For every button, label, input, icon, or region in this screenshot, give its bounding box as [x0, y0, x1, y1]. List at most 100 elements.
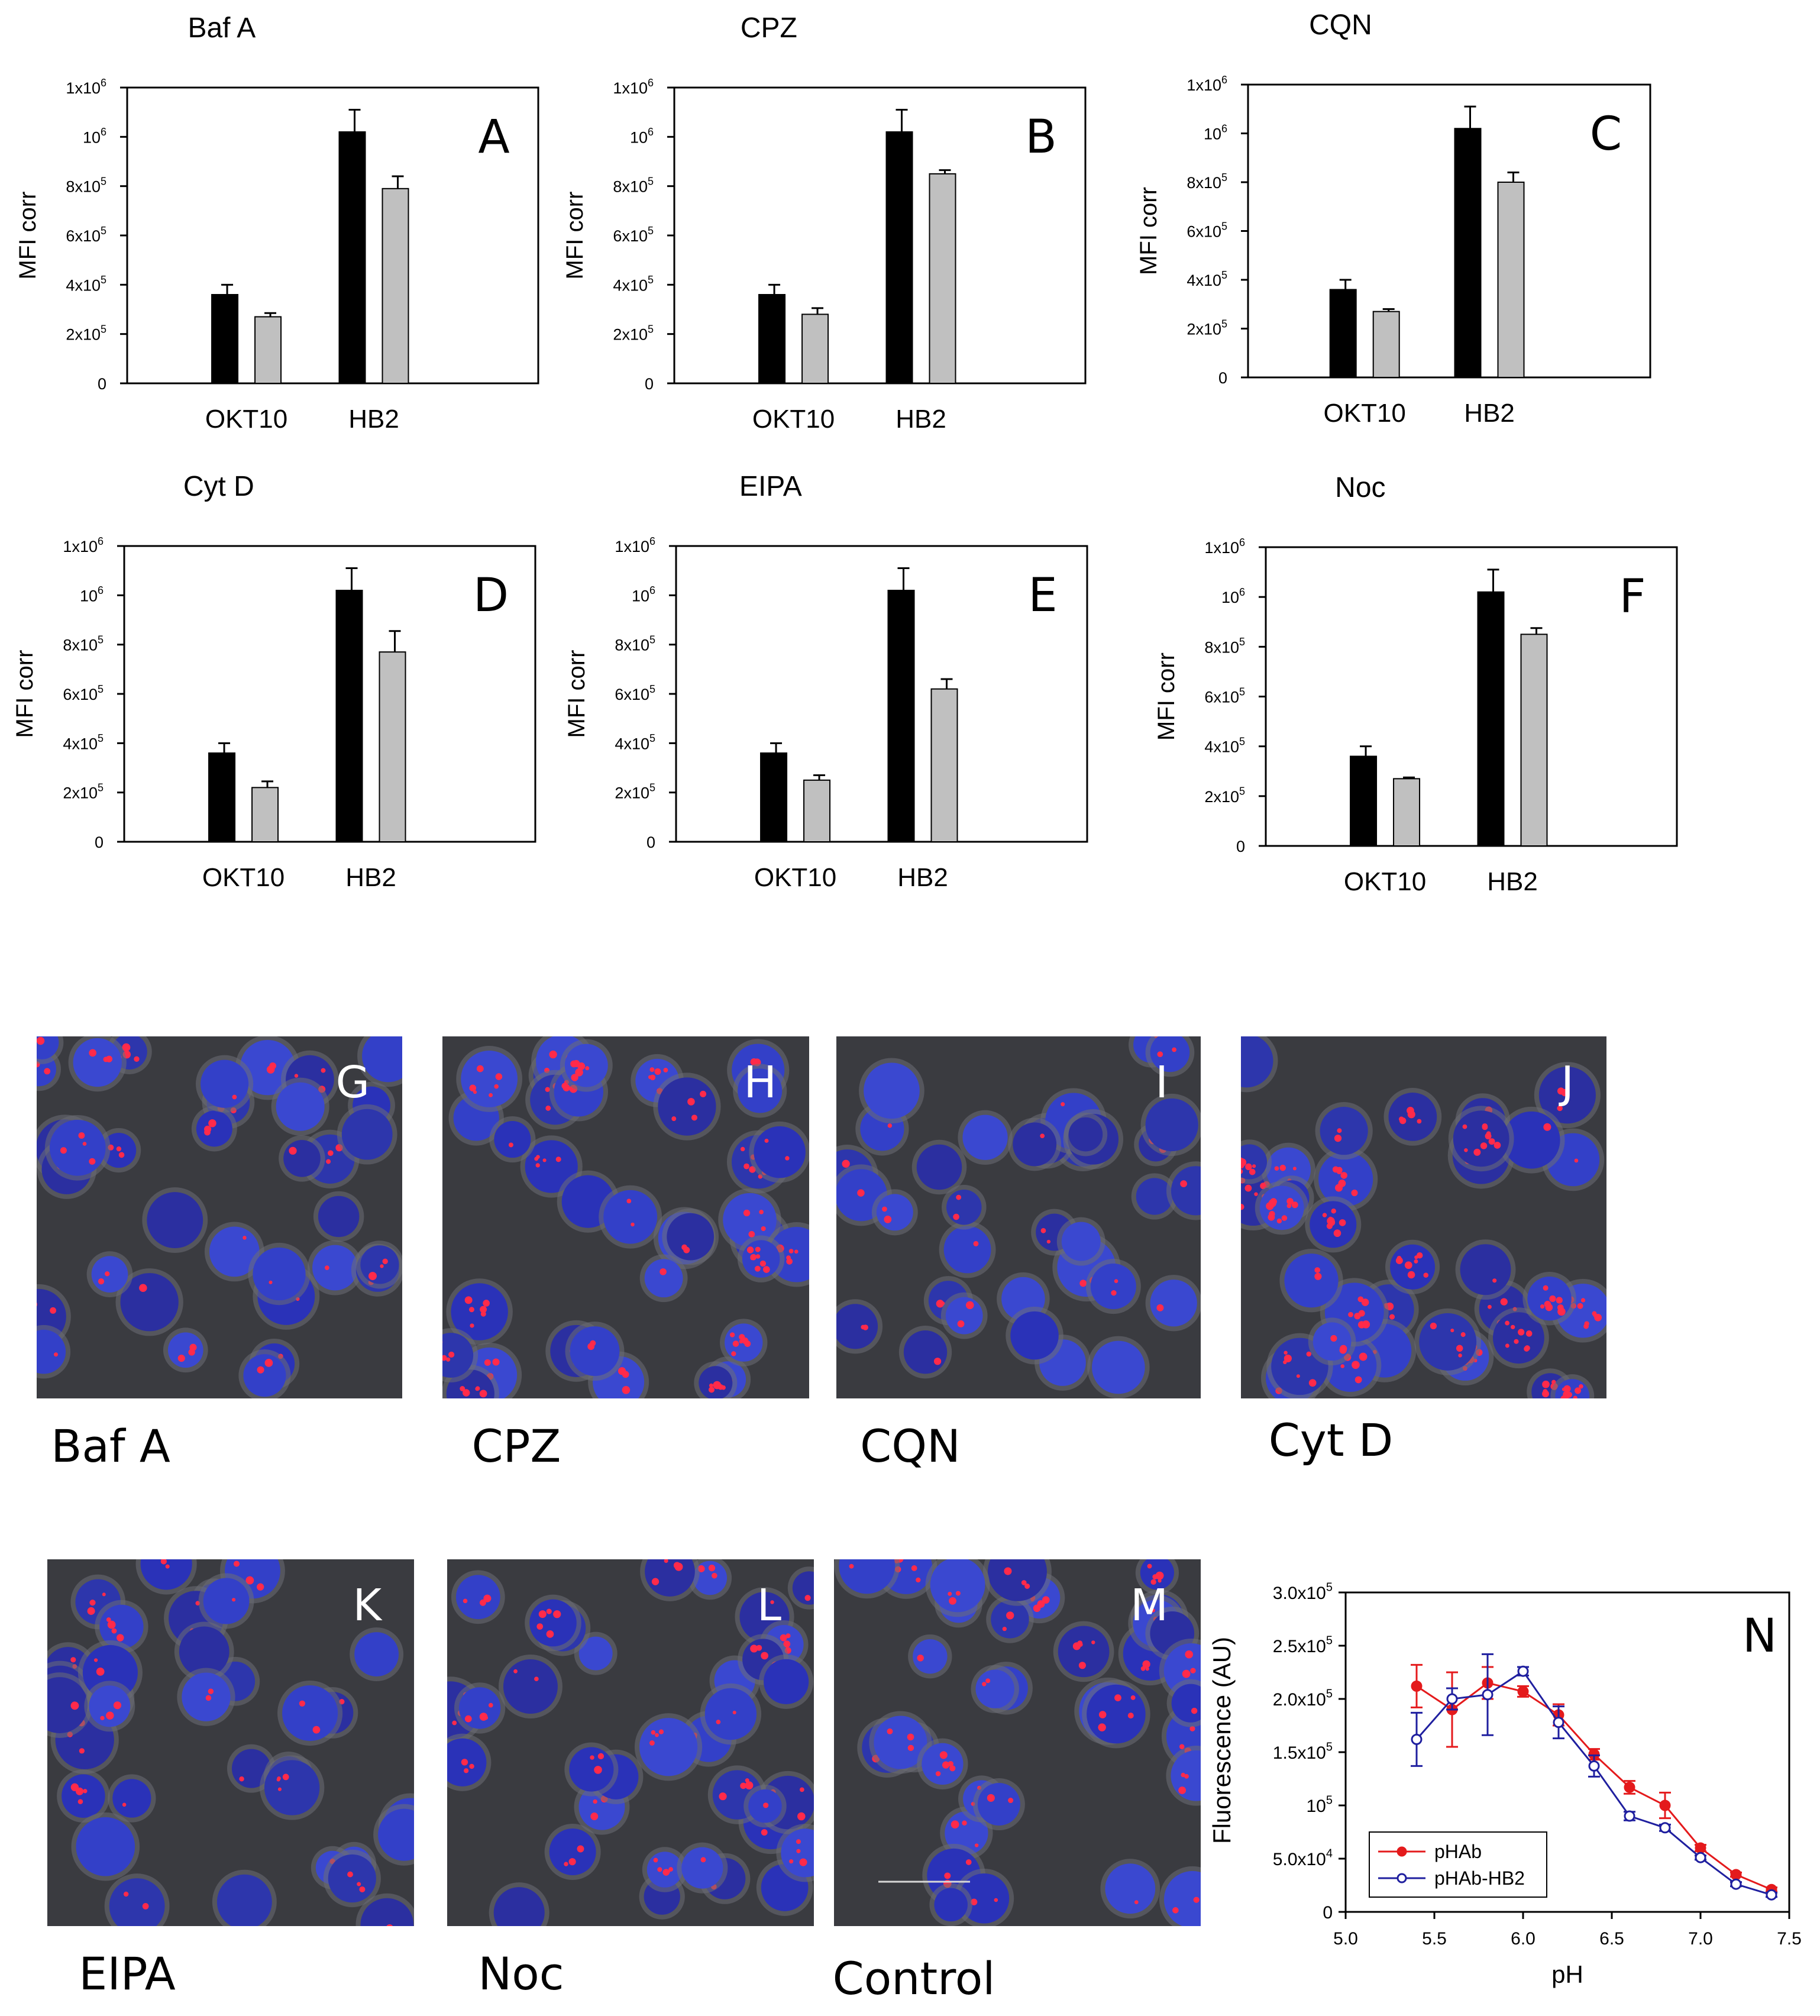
red-fluorescent-spot	[743, 1163, 750, 1169]
red-fluorescent-spot	[1352, 1361, 1360, 1369]
red-fluorescent-spot	[857, 1189, 865, 1197]
red-fluorescent-spot	[666, 1870, 670, 1874]
legend-label: pHAb	[1434, 1841, 1482, 1862]
red-fluorescent-spot	[799, 1858, 807, 1866]
bar-okt10-control	[208, 752, 236, 842]
data-point-phab	[1624, 1781, 1635, 1793]
red-fluorescent-spot	[754, 1265, 761, 1272]
y-tick-label: 1x106	[1204, 537, 1245, 557]
red-fluorescent-spot	[545, 1105, 551, 1111]
red-fluorescent-spot	[1494, 1142, 1501, 1149]
cell-nucleus	[644, 1259, 683, 1298]
cell-nucleus	[1010, 1311, 1059, 1360]
red-fluorescent-spot	[1398, 1116, 1404, 1122]
red-fluorescent-spot	[37, 1036, 45, 1045]
y-tick-label-base: 1x10	[615, 538, 649, 555]
cell-nucleus	[73, 1038, 122, 1087]
red-fluorescent-spot	[96, 1668, 105, 1676]
cell-nucleus	[49, 1119, 106, 1176]
y-tick-label-exp: 5	[1239, 636, 1245, 648]
cell-nucleus	[1390, 1244, 1436, 1290]
red-fluorescent-spot	[655, 1733, 659, 1737]
y-tick-label-exp: 5	[1239, 736, 1245, 748]
panel-letter: N	[1743, 1610, 1777, 1663]
cell-nucleus	[525, 1140, 578, 1193]
red-fluorescent-spot	[1291, 1201, 1298, 1209]
cell-nucleus	[723, 1193, 777, 1247]
red-fluorescent-spot	[1464, 1148, 1468, 1152]
red-fluorescent-spot	[1407, 1107, 1414, 1114]
y-tick-label-exp: 5	[648, 225, 654, 237]
y-tick-label: 106	[80, 584, 104, 605]
cell-nucleus	[494, 1121, 531, 1158]
red-fluorescent-spot	[626, 1198, 632, 1204]
red-fluorescent-spot	[800, 1787, 804, 1792]
cell-nucleus	[458, 1687, 501, 1729]
panel-title: Baf A	[188, 12, 256, 44]
red-fluorescent-spot	[1040, 1133, 1045, 1139]
cell-nucleus	[1171, 1166, 1201, 1216]
y-tick-label-exp: 5	[1221, 318, 1227, 329]
red-fluorescent-spot	[1362, 1320, 1370, 1329]
red-fluorescent-spot	[1540, 1304, 1545, 1309]
category-label: OKT10	[752, 405, 835, 434]
red-fluorescent-spot	[494, 1084, 499, 1089]
red-fluorescent-spot	[122, 1802, 127, 1807]
red-fluorescent-spot	[631, 1222, 635, 1227]
red-fluorescent-spot	[448, 1351, 455, 1358]
cell-nucleus	[451, 1283, 508, 1340]
micrograph-caption: Noc	[478, 1947, 564, 2000]
red-fluorescent-spot	[1407, 1271, 1415, 1279]
y-tick-label: 2.5x105	[1273, 1634, 1333, 1657]
red-fluorescent-spot	[1339, 1346, 1347, 1354]
red-fluorescent-spot	[1543, 1123, 1551, 1131]
red-fluorescent-spot	[1079, 1280, 1087, 1287]
red-fluorescent-spot	[917, 1655, 924, 1662]
red-fluorescent-spot	[789, 1859, 794, 1864]
red-fluorescent-spot	[70, 1657, 76, 1663]
cell-nucleus	[764, 1659, 809, 1704]
red-fluorescent-spot	[842, 1159, 850, 1168]
y-axis-label: MFI corr	[562, 192, 588, 280]
bar-hb2-control	[1477, 591, 1505, 847]
red-fluorescent-spot	[1450, 1329, 1454, 1333]
panel-title: Noc	[1335, 472, 1385, 503]
y-tick-label: 2x105	[615, 782, 655, 802]
red-fluorescent-spot	[1151, 1608, 1155, 1613]
y-tick-label-base: 10	[632, 587, 649, 605]
cell-nucleus	[658, 1077, 716, 1136]
red-fluorescent-spot	[446, 1357, 451, 1362]
red-fluorescent-spot	[739, 1334, 745, 1340]
y-tick-label: 106	[83, 126, 106, 146]
red-fluorescent-spot	[755, 1246, 761, 1252]
red-fluorescent-spot	[1252, 1164, 1256, 1168]
data-point-phab	[1695, 1842, 1706, 1854]
red-fluorescent-spot	[944, 1872, 951, 1879]
micrograph-caption: CPZ	[471, 1420, 561, 1472]
red-fluorescent-spot	[473, 1090, 477, 1094]
red-fluorescent-spot	[732, 1710, 736, 1715]
red-fluorescent-spot	[949, 1597, 956, 1605]
red-fluorescent-spot	[1178, 1786, 1187, 1794]
y-tick-label: 8x105	[1204, 636, 1245, 656]
red-fluorescent-spot	[1574, 1158, 1579, 1163]
red-fluorescent-spot	[98, 1278, 105, 1285]
panel-letter: E	[1028, 569, 1057, 622]
red-fluorescent-spot	[660, 1268, 667, 1275]
panel-letter: C	[1590, 108, 1622, 161]
red-fluorescent-spot	[1157, 1051, 1163, 1057]
red-fluorescent-spot	[1061, 1102, 1065, 1107]
red-fluorescent-spot	[861, 1324, 866, 1330]
y-tick-label-base: 8x10	[615, 637, 649, 654]
red-fluorescent-spot	[93, 1658, 98, 1662]
y-tick-label-base: 4x10	[1187, 272, 1221, 289]
cell-nucleus	[47, 1677, 88, 1733]
red-fluorescent-spot	[461, 1759, 468, 1766]
red-fluorescent-spot	[1473, 1148, 1481, 1156]
cell-nucleus	[1241, 1144, 1268, 1180]
line-panel-n: N5.0 5.5 6.0 6.5 7.0 7.505.0x1041051.5x1052.0…	[1208, 1581, 1802, 1989]
red-fluorescent-spot	[269, 1280, 273, 1284]
y-tick-label-exp: 6	[649, 535, 655, 547]
y-tick-label: 106	[1221, 586, 1245, 606]
